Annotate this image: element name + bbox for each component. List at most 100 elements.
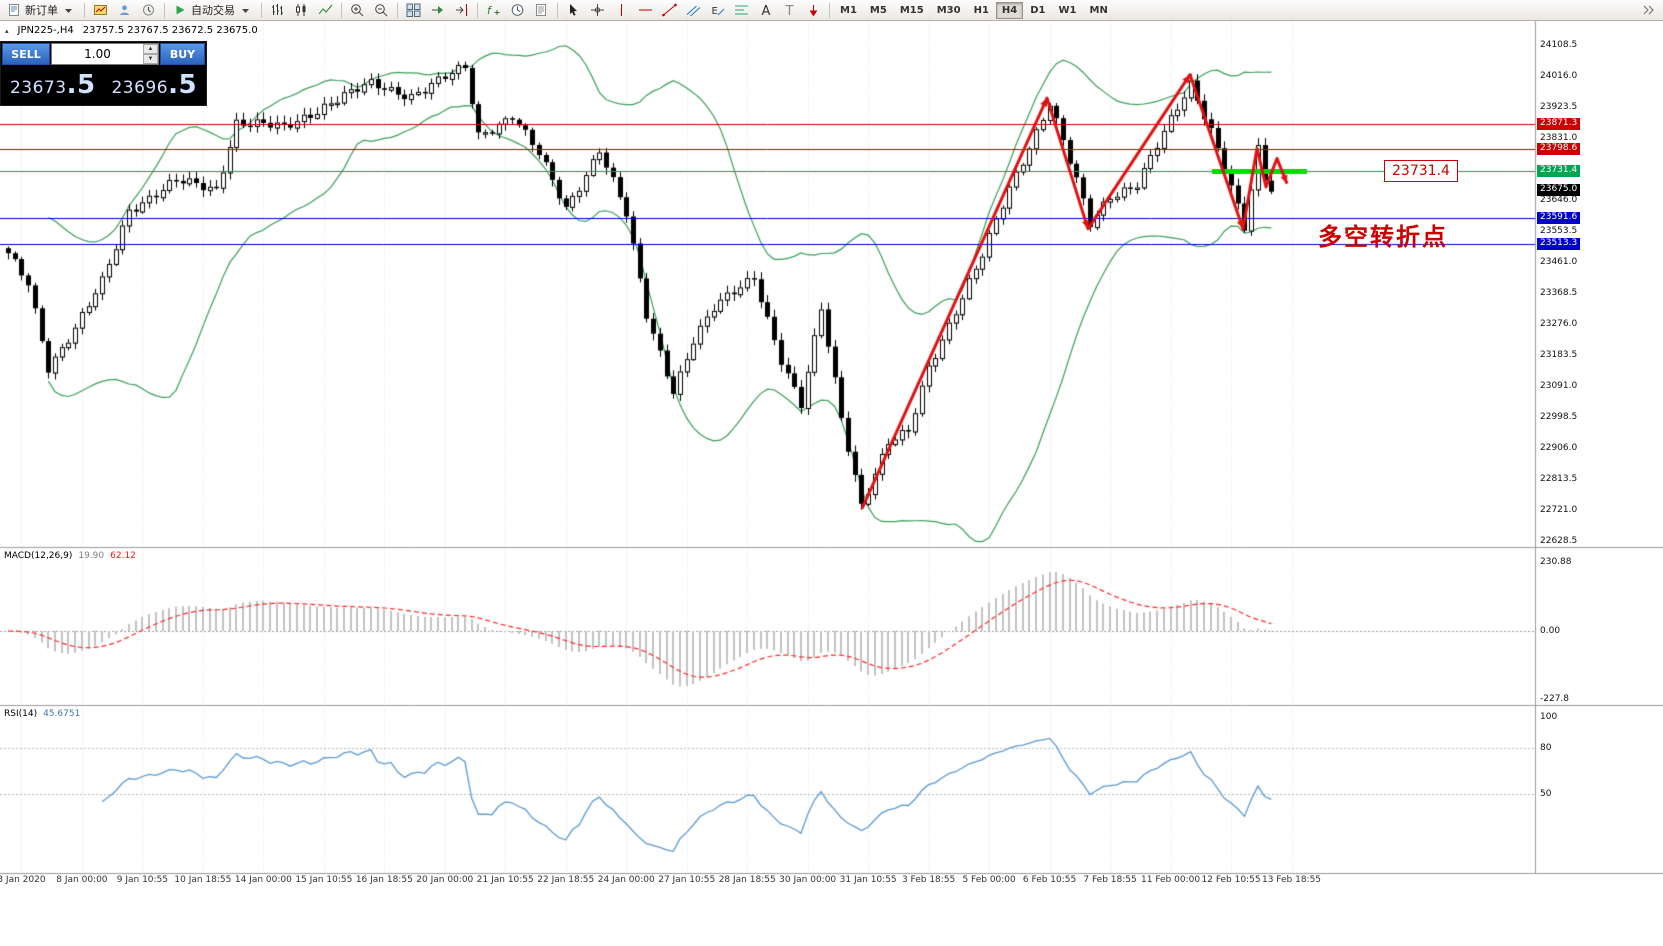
cursor-button[interactable]	[562, 1, 585, 19]
channel-icon	[686, 3, 701, 17]
profiles-button[interactable]	[113, 1, 136, 19]
horizontal-line-button[interactable]	[634, 1, 657, 19]
time-tick-label: 12 Feb 10:55	[1201, 875, 1261, 885]
lot-decrease-button[interactable]: ▼	[143, 54, 158, 64]
timeframe-w1-button[interactable]: W1	[1053, 2, 1083, 19]
time-tick-label: 20 Jan 00:00	[416, 875, 474, 885]
price-tick-label: 22721.0	[1540, 505, 1578, 515]
toolbar-separator	[557, 2, 558, 18]
zoom-out-icon	[374, 3, 389, 17]
timeframe-d1-button[interactable]: D1	[1024, 2, 1051, 19]
chart-shift-icon	[454, 3, 469, 17]
line-chart-button[interactable]	[314, 1, 337, 19]
price-tick-label: 24016.0	[1540, 71, 1578, 81]
chart-region: ▴ JPN225-,H4 23757.5 23767.5 23672.5 236…	[0, 21, 1663, 946]
price-tick-label: 23646.0	[1540, 195, 1578, 205]
timeframe-m30-button[interactable]: M30	[931, 2, 967, 19]
crosshair-button[interactable]	[586, 1, 609, 19]
bar-chart-icon	[270, 3, 285, 17]
toolbar-more-button[interactable]	[1637, 1, 1660, 19]
play-icon	[173, 3, 188, 17]
zoom-out-button[interactable]	[370, 1, 393, 19]
text-label-button[interactable]: T	[778, 1, 801, 19]
time-tick-label: 6 Feb 10:55	[1022, 875, 1077, 885]
level-badge: 23731.4	[1537, 165, 1581, 178]
lot-increase-button[interactable]: ▲	[143, 44, 158, 54]
alerts-button[interactable]	[137, 1, 160, 19]
top-toolbar: 新订单 自动交易 f E A T M1 M5 M15 M30 H1 H4 D1 W1 MN	[0, 0, 1663, 21]
vertical-line-button[interactable]	[610, 1, 633, 19]
text-button[interactable]: A	[754, 1, 777, 19]
time-tick-label: 22 Jan 18:55	[537, 875, 595, 885]
price-tick-label: 22628.5	[1540, 536, 1578, 546]
vertical-line-icon	[614, 3, 629, 17]
new-order-button[interactable]: 新订单	[3, 1, 80, 19]
auto-scroll-button[interactable]	[426, 1, 449, 19]
price-tick-label: 23368.5	[1540, 288, 1578, 298]
tile-windows-button[interactable]	[402, 1, 425, 19]
time-scale[interactable]: 3 Jan 2020 8 Jan 00:00 9 Jan 10:55 10 Jan 1…	[0, 875, 1663, 891]
arrow-icon	[806, 3, 821, 17]
toolbar-more-icon	[1641, 3, 1656, 17]
timeframe-m5-button[interactable]: M5	[864, 2, 893, 19]
price-tick-label: 23553.5	[1540, 226, 1578, 236]
macd-scale-label: -227.8	[1540, 694, 1570, 705]
macd-indicator-label: MACD(12,26,9) 19.90 62.12	[4, 551, 136, 561]
profiles-icon	[117, 3, 132, 17]
auto-trading-button[interactable]: 自动交易	[169, 1, 257, 19]
bar-chart-button[interactable]	[266, 1, 289, 19]
one-click-trading-panel: SELL ▲ ▼ BUY 23673.5 23696.5	[0, 41, 207, 106]
lot-size-input[interactable]	[52, 44, 143, 64]
symbol-period-label: JPN225-,H4	[17, 25, 74, 36]
one-click-collapse-icon[interactable]: ▴	[5, 26, 9, 35]
price-tick-label: 24108.5	[1540, 40, 1578, 50]
price-tick-label: 22998.5	[1540, 412, 1578, 422]
charts-button[interactable]	[89, 1, 112, 19]
svg-text:T: T	[785, 4, 794, 17]
price-tick-label: 23091.0	[1540, 381, 1578, 391]
sell-button[interactable]: SELL	[2, 43, 50, 65]
zoom-in-button[interactable]	[346, 1, 369, 19]
rsi-scale-label: 80	[1540, 742, 1552, 753]
auto-trading-button-label: 自动交易	[191, 4, 235, 17]
equidistant-channel-button[interactable]: E	[706, 1, 729, 19]
time-tick-label: 30 Jan 00:00	[779, 875, 837, 885]
svg-text:E: E	[712, 6, 718, 17]
templates-button[interactable]	[530, 1, 553, 19]
timeframe-h4-button[interactable]: H4	[995, 1, 1024, 19]
arrow-button[interactable]	[802, 1, 825, 19]
toolbar-separator	[397, 2, 398, 18]
buy-price: 23696.5	[111, 69, 198, 100]
fibonacci-icon	[734, 3, 749, 17]
indicators-button[interactable]: f	[482, 1, 505, 19]
chart-shift-button[interactable]	[450, 1, 473, 19]
svg-text:A: A	[762, 4, 771, 17]
timeframe-m15-button[interactable]: M15	[894, 2, 930, 19]
toolbar-separator	[164, 2, 165, 18]
auto-scroll-icon	[430, 3, 445, 17]
crosshair-icon	[590, 3, 605, 17]
trendline-button[interactable]	[658, 1, 681, 19]
price-scale[interactable]: 24108.5 24016.0 23923.5 23831.0 23646.0 23553…	[1537, 21, 1663, 893]
price-tick-label: 22906.0	[1540, 443, 1578, 453]
periods-button[interactable]	[506, 1, 529, 19]
candlestick-chart-button[interactable]	[290, 1, 313, 19]
time-tick-label: 14 Jan 00:00	[234, 875, 292, 885]
timeframe-m1-button[interactable]: M1	[834, 2, 863, 19]
price-callout-box[interactable]: 23731.4	[1384, 160, 1458, 182]
turning-point-note[interactable]: 多空转折点	[1318, 223, 1448, 251]
macd-scale-label: 0.00	[1540, 626, 1561, 636]
timeframe-mn-button[interactable]: MN	[1084, 2, 1114, 19]
cursor-icon	[566, 3, 581, 17]
buy-button[interactable]: BUY	[160, 43, 205, 65]
fibonacci-button[interactable]	[730, 1, 753, 19]
timeframe-h1-button[interactable]: H1	[968, 2, 995, 19]
macd-scale-label: 230.88	[1540, 556, 1572, 567]
rsi-indicator-label: RSI(14) 45.6751	[4, 709, 81, 719]
dropdown-caret-icon	[61, 3, 76, 17]
rsi-scale-label: 100	[1540, 712, 1558, 722]
channel-button[interactable]	[682, 1, 705, 19]
symbol-info-line: ▴ JPN225-,H4 23757.5 23767.5 23672.5 236…	[5, 25, 258, 36]
time-tick-label: 10 Jan 18:55	[174, 875, 232, 885]
time-tick-label: 13 Feb 18:55	[1261, 875, 1322, 885]
